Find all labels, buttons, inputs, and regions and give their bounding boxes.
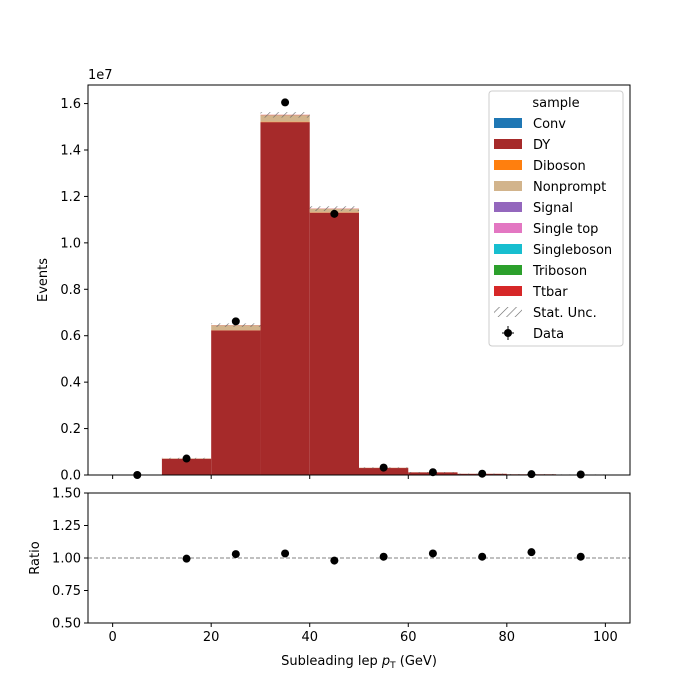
data-point (182, 454, 191, 463)
legend-swatch-signal (494, 202, 522, 212)
main-y-tick-label: 0.6 (60, 329, 81, 344)
x-axis-label: Subleading lep pT (GeV) (281, 654, 437, 671)
ratio-point (281, 549, 290, 558)
main-y-tick-label: 1.6 (60, 97, 81, 112)
legend-label: Conv (533, 117, 566, 132)
ratio-point (231, 550, 240, 559)
ratio-point (379, 552, 388, 561)
legend-data-marker (504, 329, 512, 337)
data-point (281, 98, 290, 107)
bar-dy-bin-4 (309, 212, 359, 475)
legend-label: Data (533, 327, 564, 342)
ratio-point (330, 556, 339, 565)
legend-swatch-triboson (494, 265, 522, 275)
y-axis-label: Events (36, 258, 51, 302)
main-y-tick-label: 0.8 (60, 283, 81, 298)
main-y-tick-label: 0.0 (60, 469, 81, 484)
legend-label: Triboson (532, 264, 587, 279)
ratio-y-tick-label: 1.25 (52, 519, 81, 534)
ratio-y-tick-label: 1.00 (52, 552, 81, 567)
legend-label: DY (533, 138, 550, 153)
legend-box (488, 90, 624, 347)
main-y-tick-label: 1.0 (60, 236, 81, 251)
bar-nonprompt-bin-2 (211, 325, 261, 331)
legend-label: Singleboson (533, 243, 612, 258)
stat-unc-band-bin-3 (260, 112, 310, 118)
main-panel: 0.0 0.2 0.4 0.6 0.8 1.0 1.2 1.4 1.6 (60, 84, 631, 484)
legend-label: Ttbar (532, 285, 568, 300)
ratio-point (428, 549, 437, 558)
bar-dy-bin-3 (260, 122, 310, 476)
x-tick-label: 100 (593, 630, 618, 645)
main-y-tick-label: 1.4 (60, 144, 81, 159)
data-point (428, 468, 437, 477)
bar-dy-bin-2 (211, 330, 261, 475)
legend-title: sample (532, 96, 579, 111)
x-tick-label: 40 (301, 630, 318, 645)
ratio-point (527, 548, 536, 557)
legend-swatch-ttbar (494, 286, 522, 296)
legend-swatch-conv (494, 118, 522, 128)
ratio-point (182, 554, 191, 563)
bar-dy-bin-1 (161, 458, 212, 475)
legend-swatch-singleboson (494, 244, 522, 254)
data-point (330, 209, 339, 218)
legend-swatch-dy (494, 139, 522, 149)
data-point (379, 463, 388, 472)
data-point (478, 469, 487, 478)
y-offset-label: 1e7 (88, 68, 113, 83)
legend-label: Signal (533, 201, 573, 216)
ratio-point (576, 552, 585, 561)
legend-swatch-stat-unc (494, 307, 522, 317)
ratio-point (478, 552, 487, 561)
main-axes-frame (87, 84, 631, 476)
ratio-panel: 0.50 0.75 1.00 1.25 1.50 0 20 40 60 80 100 (52, 487, 631, 645)
main-y-tick-label: 0.2 (60, 422, 81, 437)
legend-label: Single top (533, 222, 598, 237)
ratio-y-tick-label: 0.50 (52, 617, 81, 632)
x-tick-label: 80 (499, 630, 516, 645)
x-tick-label: 20 (203, 630, 220, 645)
main-y-tick-label: 1.2 (60, 190, 81, 205)
legend-label: Diboson (533, 159, 586, 174)
ratio-y-tick-label: 0.75 (52, 584, 81, 599)
stat-unc-band-bin-4 (309, 206, 359, 211)
x-tick-label: 60 (400, 630, 417, 645)
bar-nonprompt-bin-3 (260, 115, 310, 122)
data-point (231, 317, 240, 326)
data-point (576, 470, 585, 479)
legend-swatch-diboson (494, 160, 522, 170)
legend-swatch-nonprompt (494, 181, 522, 191)
ratio-y-axis-label: Ratio (28, 541, 43, 574)
ratio-y-tick-label: 1.50 (52, 487, 81, 502)
main-y-tick-label: 0.4 (60, 376, 81, 391)
legend-label: Nonprompt (533, 180, 606, 195)
data-point (527, 470, 536, 479)
legend: sample Conv DY Diboson Nonprompt Signal Single… (488, 90, 624, 347)
x-tick-label: 0 (108, 630, 116, 645)
legend-label: Stat. Unc. (533, 306, 597, 321)
legend-swatch-single-top (494, 223, 522, 233)
